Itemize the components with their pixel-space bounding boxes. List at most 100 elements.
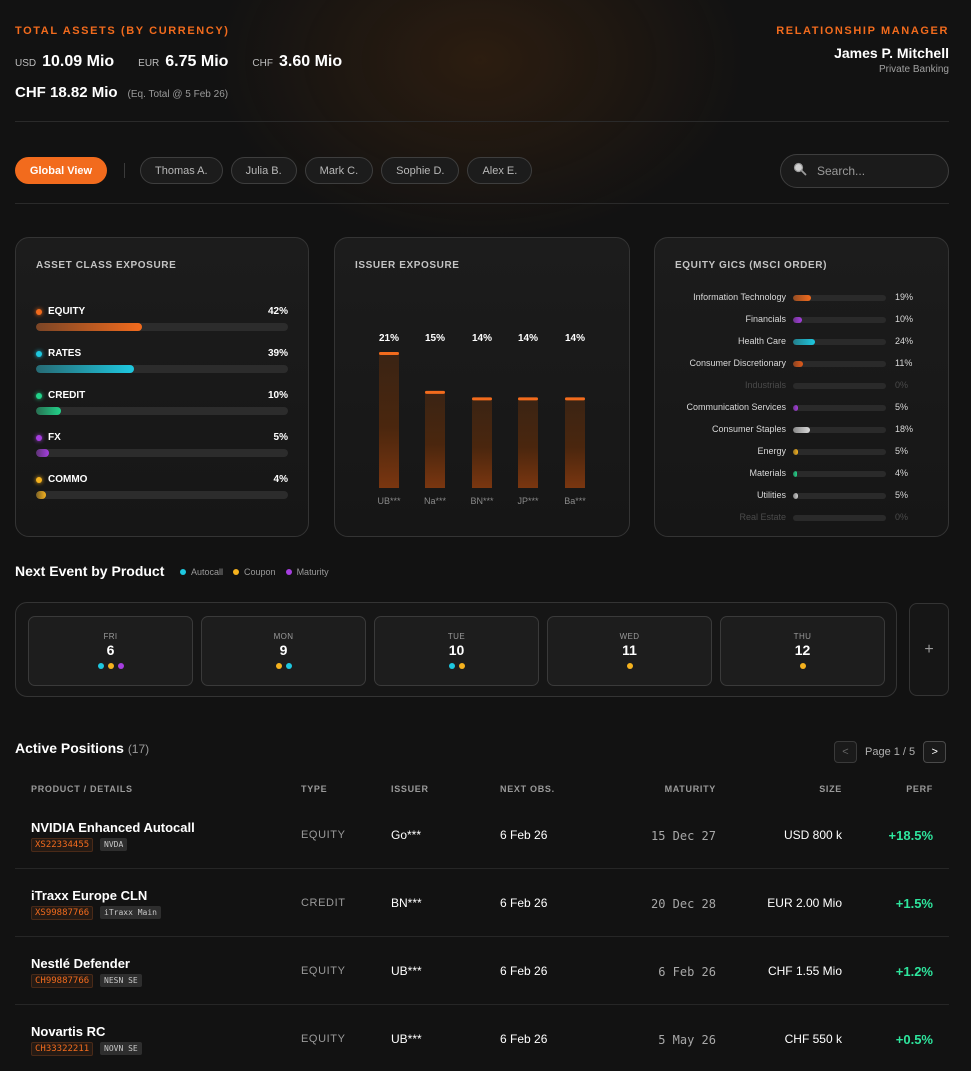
gics-pct: 5% — [895, 402, 909, 412]
equity-gics-card: EQUITY GICS (MSCI ORDER) Information Tec… — [654, 237, 949, 537]
filter-separator — [124, 163, 125, 178]
issuer-bar[interactable] — [425, 390, 445, 488]
search-input[interactable] — [817, 164, 937, 178]
position-row[interactable]: NVIDIA Enhanced Autocall XS22334455 NVDA EQ… — [15, 801, 949, 869]
currency-totals: USD 10.09 Mio EUR 6.75 Mio CHF 3.60 Mio — [15, 53, 366, 71]
maturity-date: 6 Feb 26 — [658, 965, 716, 979]
next-observation: 6 Feb 26 — [500, 964, 548, 978]
issuer-name: Go*** — [391, 828, 422, 842]
isin-badge[interactable]: XS22334455 — [31, 838, 94, 852]
product-name: iTraxx Europe CLN — [31, 888, 148, 903]
gics-sector-name: Energy — [757, 446, 786, 456]
gics-row[interactable]: Communication Services 5% — [655, 400, 951, 414]
column-header-size[interactable]: SIZE — [819, 784, 842, 794]
next-page-button[interactable]: > — [923, 741, 947, 763]
gics-pct: 24% — [895, 336, 914, 346]
gics-bar-track — [793, 449, 886, 455]
maturity-date: 15 Dec 27 — [650, 829, 716, 843]
total-note: (Eq. Total @ 5 Feb 26) — [127, 89, 229, 100]
gics-row[interactable]: Materials 4% — [655, 466, 951, 480]
gics-bar-track — [793, 471, 886, 477]
gics-row[interactable]: Information Technology 19% — [655, 290, 951, 304]
gics-row[interactable]: Utilities 5% — [655, 488, 951, 502]
column-header-next-obs[interactable]: NEXT OBS. — [500, 784, 555, 794]
positions-count: (17) — [127, 742, 150, 756]
gics-row[interactable]: Industrials 0% — [655, 378, 951, 392]
next-observation: 6 Feb 26 — [500, 828, 548, 842]
asset-class-pct: 4% — [273, 474, 288, 485]
event-day-name: WED — [619, 632, 640, 641]
asset-class-bar-fill — [36, 407, 62, 415]
gics-pct: 4% — [895, 468, 909, 478]
relationship-manager-name: James P. Mitchell — [834, 45, 949, 61]
gics-sector-name: Utilities — [756, 490, 786, 500]
issuer-bar[interactable] — [379, 352, 399, 488]
gics-sector-name: Financials — [745, 314, 786, 324]
column-header-maturity[interactable]: MATURITY — [664, 784, 716, 794]
position-size: USD 800 k — [783, 828, 842, 842]
asset-class-item[interactable]: CREDIT 10% — [36, 390, 288, 418]
asset-class-card: ASSET CLASS EXPOSURE EQUITY 42% RATES 39% CR… — [15, 237, 309, 537]
issuer-bar[interactable] — [565, 397, 585, 488]
product-type: EQUITY — [301, 829, 346, 841]
column-header-product[interactable]: PRODUCT / DETAILS — [31, 784, 133, 794]
client-chip[interactable]: Alex E. — [467, 157, 533, 184]
column-header-perf[interactable]: PERF — [906, 784, 933, 794]
issuer-bar-cap — [425, 390, 445, 394]
event-dot — [107, 663, 114, 669]
coupon-dot — [233, 569, 240, 575]
client-chip[interactable]: Thomas A. — [140, 157, 223, 184]
gics-row[interactable]: Consumer Discretionary 11% — [655, 356, 951, 370]
issuer-bar[interactable] — [518, 397, 538, 488]
add-event-button[interactable]: + — [909, 603, 949, 696]
client-chip[interactable]: Sophie D. — [381, 157, 460, 184]
performance: +0.5% — [895, 1032, 933, 1047]
global-view-button[interactable]: Global View — [15, 157, 107, 184]
event-day[interactable]: WED 11 — [547, 616, 712, 686]
asset-class-item[interactable]: RATES 39% — [36, 348, 288, 376]
position-row[interactable]: Nestlé Defender CH99887766 NESN SE EQUITY UB… — [15, 937, 949, 1005]
gics-row[interactable]: Energy 5% — [655, 444, 951, 458]
gics-bar-fill — [793, 295, 811, 301]
position-row[interactable]: iTraxx Europe CLN XS99887766 iTraxx Main CR… — [15, 869, 949, 937]
maturity-dot — [285, 569, 292, 575]
gics-sector-name: Consumer Staples — [711, 424, 786, 434]
gics-row[interactable]: Consumer Staples 18% — [655, 422, 951, 436]
search-box[interactable] — [780, 154, 949, 188]
position-row[interactable]: Novartis RC CH33322211 NOVN SE EQUITY UB*** 6… — [15, 1005, 949, 1071]
gics-row[interactable]: Real Estate 0% — [655, 510, 951, 524]
asset-class-dot — [36, 308, 42, 315]
column-header-issuer[interactable]: ISSUER — [391, 784, 429, 794]
issuer-category-label: UB*** — [377, 496, 401, 506]
asset-class-item[interactable]: EQUITY 42% — [36, 306, 288, 334]
event-day[interactable]: TUE 10 — [374, 616, 539, 686]
isin-badge[interactable]: CH99887766 — [31, 974, 94, 988]
gics-sector-name: Materials — [749, 468, 786, 478]
event-day[interactable]: THU 12 — [720, 616, 885, 686]
gics-row[interactable]: Health Care 24% — [655, 334, 951, 348]
asset-class-item[interactable]: FX 5% — [36, 432, 288, 460]
maturity-date: 5 May 26 — [658, 1033, 716, 1047]
currency-chf: CHF 3.60 Mio — [252, 53, 342, 71]
gics-pct: 19% — [895, 292, 914, 302]
issuer-exposure-card: ISSUER EXPOSURE 21% UB*** 15% Na*** 14% BN***… — [334, 237, 630, 537]
asset-class-pct: 10% — [267, 390, 288, 401]
event-day[interactable]: FRI 6 — [28, 616, 193, 686]
client-chip[interactable]: Julia B. — [230, 157, 297, 184]
gics-row[interactable]: Financials 10% — [655, 312, 951, 326]
asset-class-item[interactable]: COMMO 4% — [36, 474, 288, 502]
underlying-tag: NESN SE — [100, 974, 142, 987]
event-dot — [448, 663, 455, 669]
gics-bar-fill — [793, 361, 804, 367]
event-day[interactable]: MON 9 — [201, 616, 366, 686]
client-chip[interactable]: Mark C. — [304, 157, 374, 184]
gics-bar-track — [793, 361, 886, 367]
isin-badge[interactable]: CH33322211 — [31, 1042, 94, 1056]
isin-badge[interactable]: XS99887766 — [31, 906, 94, 920]
product-name: Nestlé Defender — [31, 956, 130, 971]
prev-page-button[interactable]: < — [834, 741, 857, 763]
event-dots — [548, 663, 711, 669]
card-title: EQUITY GICS (MSCI ORDER) — [675, 260, 828, 271]
column-header-type[interactable]: TYPE — [301, 784, 328, 794]
issuer-bar[interactable] — [472, 397, 492, 488]
